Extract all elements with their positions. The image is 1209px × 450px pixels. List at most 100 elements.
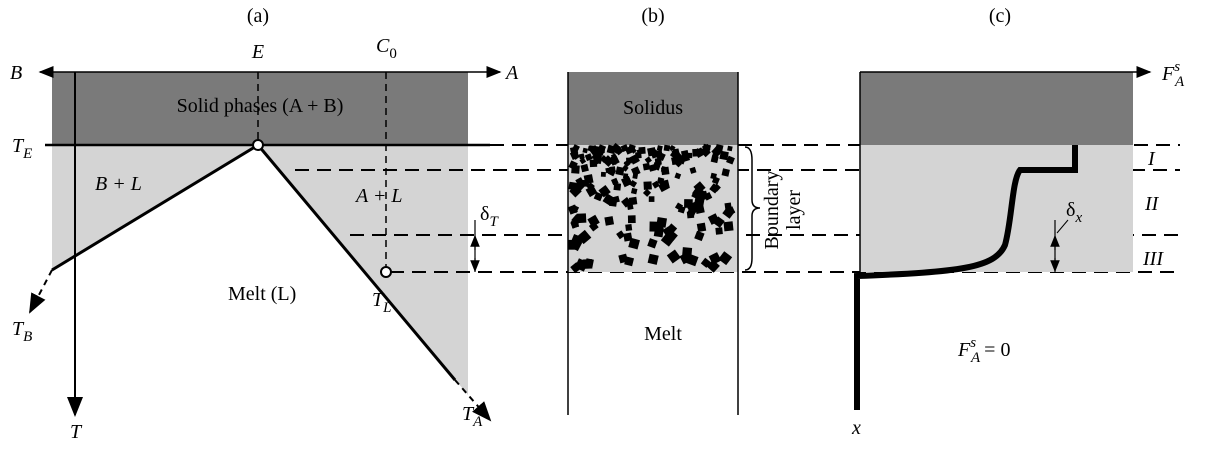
crystal: [582, 147, 588, 154]
crystal: [582, 179, 590, 187]
crystal: [721, 168, 730, 177]
brace: [744, 146, 761, 271]
axis-label: x: [851, 417, 861, 439]
crystal: [718, 251, 733, 266]
base: T: [12, 135, 25, 157]
crystal: [621, 175, 633, 188]
crystal: [671, 156, 680, 166]
panel-a: [29, 66, 502, 422]
crystal: [612, 195, 620, 204]
base: δ: [1066, 199, 1075, 221]
panel-label: (c): [989, 5, 1011, 27]
crystal: [644, 156, 652, 164]
sub: A: [472, 414, 483, 430]
axis-label: Fs A: [1161, 59, 1185, 90]
crystal: [580, 163, 589, 173]
crystal: [606, 144, 617, 155]
crystal: [568, 181, 577, 191]
crystal: [576, 213, 587, 224]
crystal: [598, 185, 611, 198]
crystal: [651, 180, 660, 189]
base: T: [12, 318, 25, 340]
temp-label: TA: [462, 403, 483, 430]
sub: B: [23, 329, 32, 345]
crystal: [610, 153, 618, 160]
region-label: Melt (L): [228, 283, 296, 305]
crystal: [687, 202, 699, 215]
crystal: [642, 162, 651, 171]
sub: L: [382, 300, 391, 316]
base: F: [957, 339, 971, 361]
crystal: [621, 196, 632, 208]
crystal: [573, 180, 586, 192]
crystal: [679, 252, 692, 265]
rest: = 0: [984, 339, 1010, 361]
line: Boundary: [761, 171, 783, 250]
eutectic-point: [252, 139, 264, 151]
crystal: [700, 257, 711, 268]
crystal: [579, 157, 587, 165]
crystal: [623, 160, 631, 168]
crystal: [651, 222, 659, 230]
region-label: B + L: [95, 173, 142, 195]
crystal: [587, 214, 600, 228]
crystal: [567, 204, 578, 215]
crystal: [663, 144, 671, 152]
region-label: A + L: [354, 185, 402, 207]
base: T: [462, 403, 475, 425]
region-label: Boundarylayer: [761, 171, 805, 250]
crystal: [711, 153, 718, 159]
labels: (a) (b) (c) B A E C0 Solid phases (A + B…: [10, 5, 1185, 443]
crystal: [585, 258, 594, 268]
crystal: [609, 155, 620, 166]
crystal: [584, 153, 593, 162]
crystal: [623, 232, 633, 242]
crystal: [655, 149, 663, 158]
eutectic-label: E: [251, 41, 264, 63]
crystal: [647, 253, 659, 265]
crystal: [694, 230, 705, 242]
axis-label: A: [504, 62, 519, 84]
sub: A: [1174, 74, 1185, 90]
crystal: [630, 187, 638, 195]
base: δ: [480, 203, 489, 225]
liquidus: [256, 144, 457, 381]
crystal: [602, 155, 615, 167]
axis-label: B: [10, 62, 22, 84]
crystal: [607, 167, 617, 177]
crystal: [659, 179, 670, 190]
crystal: [616, 230, 626, 240]
crystal: [654, 158, 662, 166]
delta-label: δT: [480, 203, 499, 230]
panel-label: (a): [247, 5, 269, 27]
crystal: [604, 216, 615, 226]
crystal: [686, 152, 693, 159]
sup: s: [970, 335, 976, 351]
sub: E: [22, 146, 32, 162]
liquidus: [51, 143, 259, 272]
sub: x: [1074, 210, 1082, 226]
sup: s: [1174, 59, 1180, 75]
zero-label: Fs A = 0: [957, 335, 1010, 366]
liquidus-extension: [29, 269, 53, 314]
crystal: [622, 173, 629, 179]
crystal: [647, 147, 657, 157]
solidus-region: [568, 72, 738, 145]
delta-label: δx: [1066, 199, 1082, 226]
crystal: [712, 183, 721, 192]
base: F: [1161, 63, 1175, 85]
axis-label: T: [70, 421, 83, 443]
crystal: [569, 237, 583, 252]
crystal: [715, 143, 724, 153]
crystal: [618, 253, 629, 264]
crystal: [570, 220, 579, 229]
crystal: [642, 188, 652, 197]
crystal: [569, 150, 580, 161]
crystal: [689, 166, 697, 174]
crystal: [628, 237, 640, 250]
crystal: [635, 151, 642, 159]
sub: 0: [389, 46, 397, 62]
liquidus-point: [380, 266, 392, 278]
crystal: [591, 151, 603, 163]
